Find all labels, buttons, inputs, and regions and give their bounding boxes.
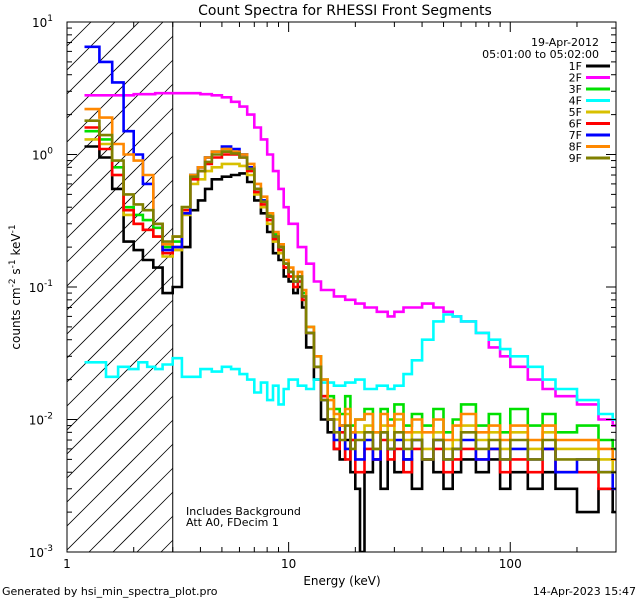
y-tick-label: 10-3 bbox=[29, 544, 53, 560]
footer-timestamp: 14-Apr-2023 15:47 bbox=[532, 585, 636, 598]
hatch-line bbox=[67, 179, 174, 287]
series-line-9F bbox=[84, 119, 616, 474]
annotation-line: Att A0, FDecim 1 bbox=[186, 516, 279, 529]
hatch-line bbox=[67, 155, 174, 263]
hatch-line bbox=[67, 59, 174, 167]
series-group bbox=[84, 45, 616, 552]
series-line-2F bbox=[84, 91, 616, 427]
info-line: 19-Apr-2012 bbox=[531, 36, 599, 49]
series-layer bbox=[84, 45, 616, 552]
footer-generated-by: Generated by hsi_min_spectra_plot.pro bbox=[2, 585, 218, 598]
x-tick-label: 10 bbox=[281, 557, 296, 571]
info-line: 05:01:00 to 05:02:00 bbox=[482, 48, 599, 61]
hatch-line bbox=[67, 22, 92, 47]
hatch-line bbox=[67, 251, 174, 359]
hatch-line bbox=[67, 22, 164, 119]
hatch-line bbox=[67, 419, 174, 527]
hatch-line bbox=[67, 22, 140, 95]
legend-label-4F: 4F bbox=[569, 95, 582, 108]
hatch-line bbox=[67, 323, 174, 431]
hatch-line bbox=[67, 131, 174, 239]
hatch-lines bbox=[67, 22, 174, 552]
legend-label-6F: 6F bbox=[569, 118, 582, 131]
series-line-3F bbox=[84, 129, 616, 451]
hatch-line bbox=[67, 395, 174, 503]
legend-label-7F: 7F bbox=[569, 129, 582, 142]
hatch-line bbox=[67, 35, 174, 143]
hatch-line bbox=[67, 347, 174, 455]
legend-label-3F: 3F bbox=[569, 83, 582, 96]
hatch-line bbox=[160, 539, 174, 552]
hatch-line bbox=[67, 83, 174, 191]
legend-label-1F: 1F bbox=[569, 60, 582, 73]
hatch-line bbox=[67, 227, 174, 335]
legend-label-5F: 5F bbox=[569, 106, 582, 119]
y-axis-label: counts cm-2 s-1 keV-1 bbox=[8, 224, 23, 349]
y-tick-label: 100 bbox=[32, 147, 53, 163]
annotation-line: Includes Background bbox=[186, 505, 301, 518]
legend-label-2F: 2F bbox=[569, 72, 582, 85]
hatched-region bbox=[67, 22, 174, 552]
axis-layer: 1 10 100 10-3 10-2 10-1 100 101 bbox=[29, 14, 617, 571]
x-tick-label: 100 bbox=[499, 557, 522, 571]
legend-label-8F: 8F bbox=[569, 141, 582, 154]
chart-title: Count Spectra for RHESSI Front Segments bbox=[198, 3, 492, 19]
x-axis-label: Energy (keV) bbox=[303, 574, 380, 588]
series-line-4F bbox=[84, 313, 616, 421]
y-tick-label: 101 bbox=[32, 14, 53, 30]
hatch-line bbox=[67, 275, 174, 383]
y-tick-label: 10-2 bbox=[29, 412, 53, 428]
series-line-1F bbox=[84, 145, 616, 552]
hatch-line bbox=[67, 443, 174, 551]
y-tick-label: 10-1 bbox=[29, 279, 53, 295]
hatch-line bbox=[88, 467, 174, 552]
hatch-line bbox=[136, 515, 174, 552]
hatch-line bbox=[67, 299, 174, 407]
legend-label-9F: 9F bbox=[569, 152, 582, 165]
hatch-line bbox=[67, 203, 174, 311]
x-tick-label: 1 bbox=[63, 557, 71, 571]
hatch-line bbox=[67, 371, 174, 479]
hatch-line bbox=[112, 491, 174, 552]
